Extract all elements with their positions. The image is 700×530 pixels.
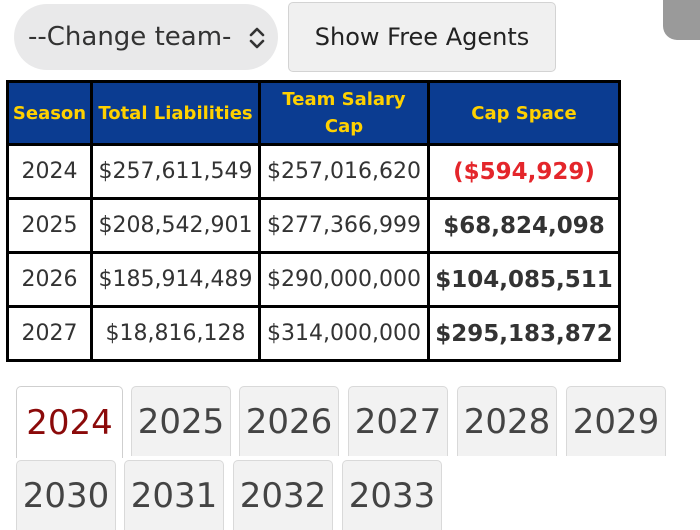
cap-space-cell: $295,183,872: [427, 305, 621, 362]
table-row: 2027 $18,816,128 $314,000,000 $295,183,8…: [6, 305, 621, 362]
year-tab-2031[interactable]: 2031: [124, 460, 224, 530]
chevron-up-down-icon: [249, 27, 265, 49]
season-cell: 2027: [6, 305, 93, 362]
year-tab-2030[interactable]: 2030: [16, 460, 116, 530]
table-row: 2025 $208,542,901 $277,366,999 $68,824,0…: [6, 197, 621, 254]
year-tab-2027[interactable]: 2027: [348, 386, 448, 456]
season-cell: 2026: [6, 251, 93, 308]
corner-control: [663, 0, 700, 40]
salary-cap-table: Season Total Liabilities Team Salary Cap…: [6, 80, 621, 362]
team-salary-cap-cell: $277,366,999: [258, 197, 430, 254]
year-tab-2032[interactable]: 2032: [233, 460, 333, 530]
show-free-agents-button[interactable]: Show Free Agents: [288, 2, 556, 72]
team-salary-cap-cell: $290,000,000: [258, 251, 430, 308]
year-tab-2028[interactable]: 2028: [457, 386, 557, 456]
change-team-select[interactable]: --Change team-: [14, 4, 278, 70]
total-liabilities-cell: $185,914,489: [90, 251, 261, 308]
total-liabilities-cell: $18,816,128: [90, 305, 261, 362]
year-tab-2024[interactable]: 2024: [16, 386, 123, 458]
year-tab-2029[interactable]: 2029: [566, 386, 666, 456]
header-season: Season: [6, 80, 93, 146]
header-team-salary-cap: Team Salary Cap: [258, 80, 430, 146]
cap-space-cell: $104,085,511: [427, 251, 621, 308]
total-liabilities-cell: $208,542,901: [90, 197, 261, 254]
total-liabilities-cell: $257,611,549: [90, 143, 261, 200]
cap-space-cell: $68,824,098: [427, 197, 621, 254]
header-team-salary-cap-line1: Team Salary: [282, 89, 406, 110]
team-salary-cap-cell: $257,016,620: [258, 143, 430, 200]
year-tab-2033[interactable]: 2033: [342, 460, 442, 530]
table-row: 2026 $185,914,489 $290,000,000 $104,085,…: [6, 251, 621, 308]
change-team-label: --Change team-: [28, 22, 232, 52]
header-team-salary-cap-line2: Cap: [324, 116, 364, 137]
cap-space-cell: ($594,929): [427, 143, 621, 200]
season-cell: 2025: [6, 197, 93, 254]
header-cap-space: Cap Space: [427, 80, 621, 146]
header-total-liabilities: Total Liabilities: [90, 80, 261, 146]
year-tab-2026[interactable]: 2026: [239, 386, 339, 456]
year-tab-2025[interactable]: 2025: [131, 386, 231, 456]
season-cell: 2024: [6, 143, 93, 200]
table-row: 2024 $257,611,549 $257,016,620 ($594,929…: [6, 143, 621, 200]
team-salary-cap-cell: $314,000,000: [258, 305, 430, 362]
table-header-row: Season Total Liabilities Team Salary Cap…: [6, 80, 621, 146]
